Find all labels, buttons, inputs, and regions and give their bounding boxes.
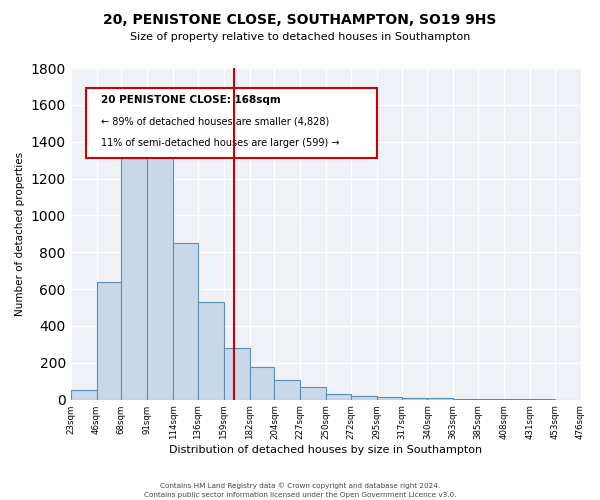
Bar bbox=[147, 147, 173, 400]
Text: ← 89% of detached houses are smaller (4,828): ← 89% of detached houses are smaller (4,… bbox=[101, 116, 329, 126]
Bar bbox=[71, 390, 97, 400]
Bar bbox=[427, 398, 454, 400]
Bar bbox=[504, 399, 530, 400]
X-axis label: Distribution of detached houses by size in Southampton: Distribution of detached houses by size … bbox=[169, 445, 482, 455]
Bar bbox=[173, 243, 198, 400]
Bar bbox=[198, 302, 224, 400]
Text: 11% of semi-detached houses are larger (599) →: 11% of semi-detached houses are larger (… bbox=[101, 138, 340, 147]
FancyBboxPatch shape bbox=[86, 88, 377, 158]
Bar bbox=[97, 282, 121, 400]
Text: 20 PENISTONE CLOSE: 168sqm: 20 PENISTONE CLOSE: 168sqm bbox=[101, 94, 281, 104]
Bar bbox=[351, 396, 377, 400]
Text: Contains HM Land Registry data © Crown copyright and database right 2024.: Contains HM Land Registry data © Crown c… bbox=[160, 482, 440, 489]
Bar bbox=[454, 399, 478, 400]
Y-axis label: Number of detached properties: Number of detached properties bbox=[15, 152, 25, 316]
Text: Contains public sector information licensed under the Open Government Licence v3: Contains public sector information licen… bbox=[144, 492, 456, 498]
Bar bbox=[300, 387, 326, 400]
Bar bbox=[224, 348, 250, 400]
Bar bbox=[377, 397, 401, 400]
Bar bbox=[478, 399, 504, 400]
Bar bbox=[274, 380, 300, 400]
Text: Size of property relative to detached houses in Southampton: Size of property relative to detached ho… bbox=[130, 32, 470, 42]
Bar bbox=[326, 394, 351, 400]
Text: 20, PENISTONE CLOSE, SOUTHAMPTON, SO19 9HS: 20, PENISTONE CLOSE, SOUTHAMPTON, SO19 9… bbox=[103, 12, 497, 26]
Bar bbox=[121, 158, 147, 400]
Bar bbox=[401, 398, 427, 400]
Bar bbox=[250, 366, 274, 400]
